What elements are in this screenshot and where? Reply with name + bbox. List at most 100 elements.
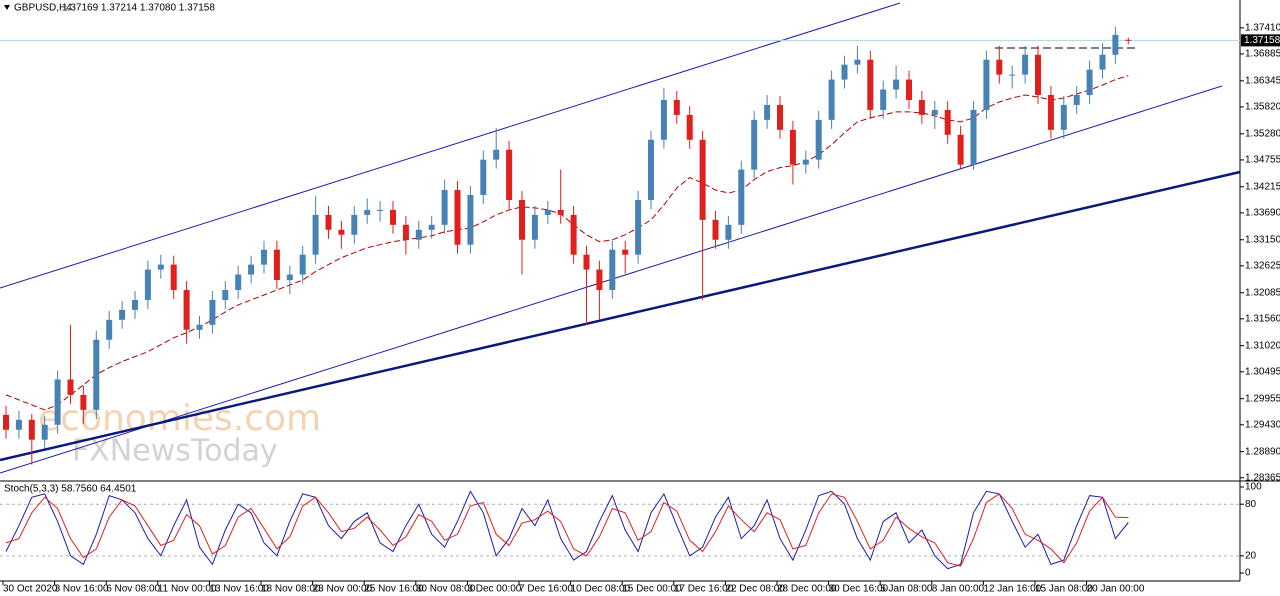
candle-body <box>570 214 577 255</box>
candle-body <box>41 424 48 440</box>
candle-body <box>209 299 216 325</box>
candle-body <box>3 414 9 430</box>
candle-body <box>222 289 229 300</box>
candle-body <box>338 229 345 235</box>
y-tick-label: 1.34215 <box>1245 181 1280 192</box>
candle-body <box>609 249 616 290</box>
candle-body <box>390 209 396 225</box>
candle-body <box>132 299 138 310</box>
candle-body <box>261 249 267 265</box>
candle-body <box>622 249 629 255</box>
candle-body <box>312 214 319 255</box>
candle-body <box>119 309 126 320</box>
candle-body <box>841 64 848 80</box>
y-tick-label: 1.36345 <box>1245 75 1280 86</box>
candle-body <box>906 79 912 100</box>
candle-body <box>583 254 590 270</box>
candle-body <box>428 224 435 230</box>
candle-body <box>402 224 409 240</box>
candle-body <box>815 119 822 160</box>
candle-body <box>1022 54 1029 75</box>
candle-body <box>273 249 280 281</box>
x-tick-label: 25 Nov 16:00 <box>364 584 424 595</box>
candle-body <box>377 209 384 211</box>
candle-body <box>286 274 293 281</box>
indicator-title: Stoch(5,3,3) 58.7560 64.4501 <box>4 484 137 495</box>
candle-body <box>880 89 887 110</box>
candle-body <box>15 419 22 430</box>
x-tick-label: 3 Nov 16:00 <box>55 584 109 595</box>
x-tick-label: 30 Nov 08:00 <box>416 584 476 595</box>
y-tick-label: 1.35820 <box>1245 102 1280 113</box>
x-tick-label: 30 Oct 2020 <box>3 584 58 595</box>
moving-average <box>5 75 1129 411</box>
candle-body <box>867 59 874 110</box>
candle-body <box>789 129 796 165</box>
candle-body <box>918 99 925 115</box>
x-tick-label: 17 Dec 16:00 <box>674 584 734 595</box>
y-tick-label: 1.32085 <box>1245 287 1280 298</box>
candle-body <box>764 104 771 120</box>
y-tick-label: 1.28365 <box>1245 472 1280 483</box>
x-tick-label: 12 Jan 16:00 <box>983 584 1041 595</box>
current-price-label: 1.37158 <box>1244 35 1280 46</box>
candle-body <box>531 214 538 240</box>
y-tick-label: 20 <box>1245 550 1257 561</box>
candle-body <box>1125 39 1132 41</box>
y-tick-label: 1.37410 <box>1245 22 1280 33</box>
candle-body <box>93 339 100 410</box>
x-tick-label: 8 Jan 00:00 <box>932 584 985 595</box>
stoch-line <box>5 490 1129 570</box>
stoch-line <box>5 493 1129 567</box>
y-tick-label: 0 <box>1245 568 1251 579</box>
candle-body <box>351 214 358 235</box>
candle-body <box>699 139 706 220</box>
candle-body <box>854 59 861 65</box>
candle-body <box>1112 34 1119 55</box>
candle-body <box>1035 54 1041 96</box>
y-tick-label: 1.29955 <box>1245 393 1280 404</box>
candle-body <box>931 109 938 115</box>
candle-body <box>893 79 900 90</box>
candle-body <box>170 264 177 290</box>
y-tick-label: 1.34755 <box>1245 155 1280 166</box>
x-tick-label: 15 Dec 00:00 <box>622 584 682 595</box>
chart-title: GBPUSD,H4 <box>14 3 72 14</box>
y-tick-label: 1.28890 <box>1245 446 1280 457</box>
candle-body <box>364 209 371 215</box>
candle-body <box>1047 95 1054 130</box>
candle-body <box>1086 69 1093 96</box>
candle-body <box>725 224 732 240</box>
y-tick-label: 80 <box>1245 499 1257 510</box>
watermark-text: FXNewsToday <box>72 434 278 469</box>
candle-body <box>183 289 190 330</box>
y-tick-label: 1.32625 <box>1245 261 1280 272</box>
candle-body <box>28 419 35 440</box>
candle-body <box>519 199 525 240</box>
candle-body <box>1099 54 1106 70</box>
candle-body <box>441 190 448 225</box>
candle-body <box>235 274 242 290</box>
x-tick-label: 22 Dec 08:00 <box>725 584 785 595</box>
menu-arrow <box>4 5 10 10</box>
candle-body <box>738 169 745 225</box>
candle-body <box>751 119 758 170</box>
candle-body <box>557 209 564 215</box>
candle-body <box>248 264 255 275</box>
candle-body <box>544 209 551 215</box>
candle-body <box>506 149 513 200</box>
candle-body <box>686 114 693 140</box>
y-tick-label: 1.30495 <box>1245 366 1280 377</box>
candle-body <box>196 324 203 330</box>
candle-body <box>454 190 461 245</box>
candle-body <box>660 99 667 140</box>
y-tick-label: 1.31020 <box>1245 340 1280 351</box>
candle-body <box>493 149 500 160</box>
y-tick-label: 1.35280 <box>1245 128 1280 139</box>
x-tick-label: 18 Nov 08:00 <box>261 584 321 595</box>
x-tick-label: 23 Nov 00:00 <box>313 584 373 595</box>
x-tick-label: 30 Dec 16:00 <box>829 584 889 595</box>
x-tick-label: 10 Dec 08:00 <box>571 584 631 595</box>
candle-body <box>467 194 474 245</box>
